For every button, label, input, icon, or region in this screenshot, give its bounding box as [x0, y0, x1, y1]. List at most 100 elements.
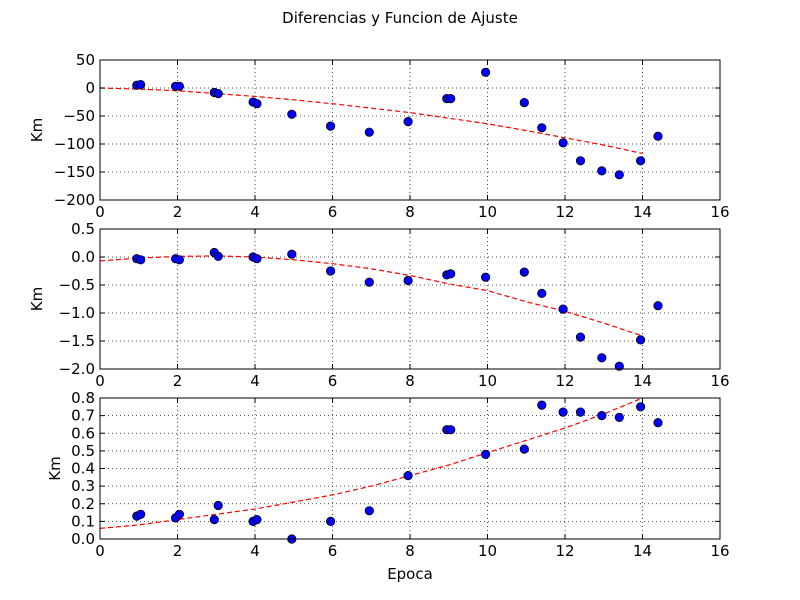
data-point: [174, 81, 184, 91]
data-point: [558, 407, 568, 417]
y-axis-label: Km: [28, 118, 46, 142]
data-point: [558, 138, 568, 148]
data-point: [575, 407, 586, 417]
data-point: [597, 166, 607, 176]
data-point: [653, 418, 663, 428]
x-tick-label: 12: [555, 203, 574, 221]
data-point: [614, 412, 624, 422]
x-tick-label: 6: [328, 372, 338, 390]
data-point: [252, 99, 262, 109]
x-tick-label: 0: [95, 372, 105, 390]
data-point: [653, 131, 663, 141]
x-tick-label: 12: [555, 372, 574, 390]
data-point: [403, 470, 413, 481]
x-tick-label: 12: [555, 542, 574, 560]
data-point: [174, 255, 184, 265]
x-tick-label: 16: [710, 542, 729, 560]
y-tick-label: 0.0: [71, 248, 95, 266]
x-tick-label: 14: [633, 542, 652, 560]
data-point: [446, 94, 456, 104]
y-tick-label: −100: [54, 135, 95, 153]
y-tick-label: 0.6: [71, 424, 95, 442]
data-point: [136, 80, 146, 90]
y-tick-label: 0.5: [71, 442, 95, 460]
y-tick-label: 0.1: [71, 512, 95, 530]
data-point: [403, 275, 413, 286]
y-tick-label: −1.5: [59, 332, 95, 350]
data-point: [575, 332, 586, 342]
fit-curve: [99, 397, 643, 529]
fit-curve: [99, 255, 643, 337]
data-point: [325, 516, 336, 527]
data-point: [136, 255, 146, 265]
y-tick-label: 0.3: [71, 477, 95, 495]
data-point: [174, 509, 184, 519]
data-point: [614, 170, 624, 180]
data-point: [364, 506, 374, 516]
data-point: [597, 353, 607, 363]
x-tick-label: 4: [250, 542, 260, 560]
y-tick-label: −0.5: [59, 276, 95, 294]
data-point: [519, 444, 529, 454]
y-axis-label: Km: [46, 456, 64, 480]
data-point: [213, 89, 223, 99]
data-point: [287, 109, 297, 119]
y-tick-label: −1.0: [59, 304, 95, 322]
y-tick-label: −150: [54, 163, 95, 181]
data-point: [446, 269, 456, 279]
data-point: [213, 500, 223, 511]
x-tick-label: 10: [478, 542, 497, 560]
x-tick-label: 8: [405, 372, 415, 390]
x-tick-label: 14: [633, 203, 652, 221]
y-tick-label: 0.2: [71, 495, 95, 513]
x-tick-label: 2: [173, 542, 183, 560]
data-point: [252, 254, 262, 264]
data-point: [537, 288, 547, 298]
panel-3: 0 2 4 6 8 10 12 14 16 0.00.10.20.30.40.50.60.70.8…: [46, 389, 730, 583]
data-point: [635, 335, 646, 345]
x-tick-label: 0: [95, 203, 105, 221]
y-tick-label: −2.0: [59, 360, 95, 378]
figure-title: Diferencias y Funcion de Ajuste: [282, 9, 518, 27]
data-point: [446, 425, 456, 435]
data-point: [653, 301, 663, 311]
x-tick-label: 6: [328, 542, 338, 560]
data-point: [403, 117, 413, 127]
data-point: [209, 514, 219, 525]
data-point: [558, 304, 568, 314]
data-point: [614, 361, 624, 371]
data-point: [537, 400, 547, 410]
data-point: [325, 266, 336, 276]
x-axis-label: Epoca: [387, 565, 433, 583]
data-point: [519, 267, 529, 277]
fit-curve: [99, 87, 643, 155]
data-point: [364, 127, 374, 137]
y-tick-label: 0.7: [71, 407, 95, 425]
x-tick-label: 8: [405, 203, 415, 221]
x-tick-label: 0: [95, 542, 105, 560]
x-tick-label: 2: [173, 203, 183, 221]
data-point: [537, 123, 547, 133]
y-tick-label: 0.4: [71, 460, 95, 478]
x-tick-label: 16: [710, 372, 729, 390]
y-axis-label: Km: [28, 287, 46, 311]
panel-1: 0 2 4 6 8 10 12 14 16 −200 −150 −100 −50 0 50 Km: [28, 51, 730, 221]
x-tick-label: 4: [250, 372, 260, 390]
y-tick-label: 0.8: [71, 389, 95, 407]
y-tick-label: 0: [85, 79, 95, 97]
data-point: [480, 272, 491, 282]
x-tick-label: 10: [478, 372, 497, 390]
y-tick-label: 0.5: [71, 220, 95, 238]
data-point: [325, 121, 336, 131]
x-tick-label: 2: [173, 372, 183, 390]
data-point: [480, 67, 491, 77]
data-point: [575, 156, 586, 166]
y-tick-label: −200: [54, 191, 95, 209]
data-point: [364, 277, 374, 287]
data-point: [519, 98, 529, 108]
data-point: [635, 156, 646, 166]
data-point: [480, 449, 491, 459]
data-point: [213, 251, 223, 261]
data-point: [136, 509, 146, 519]
x-tick-label: 14: [633, 372, 652, 390]
